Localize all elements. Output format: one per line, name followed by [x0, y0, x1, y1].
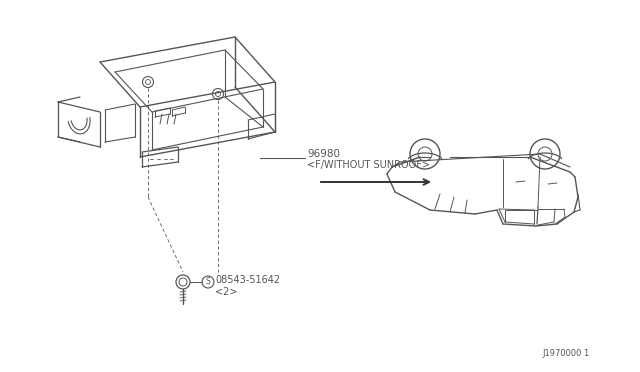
Text: J1970000 1: J1970000 1: [543, 350, 590, 359]
Text: <2>: <2>: [215, 287, 237, 297]
Text: S: S: [205, 278, 211, 286]
Text: 08543-51642: 08543-51642: [215, 275, 280, 285]
Text: <F/WITHOUT SUNROOF>: <F/WITHOUT SUNROOF>: [307, 160, 430, 170]
Text: 96980: 96980: [307, 149, 340, 159]
